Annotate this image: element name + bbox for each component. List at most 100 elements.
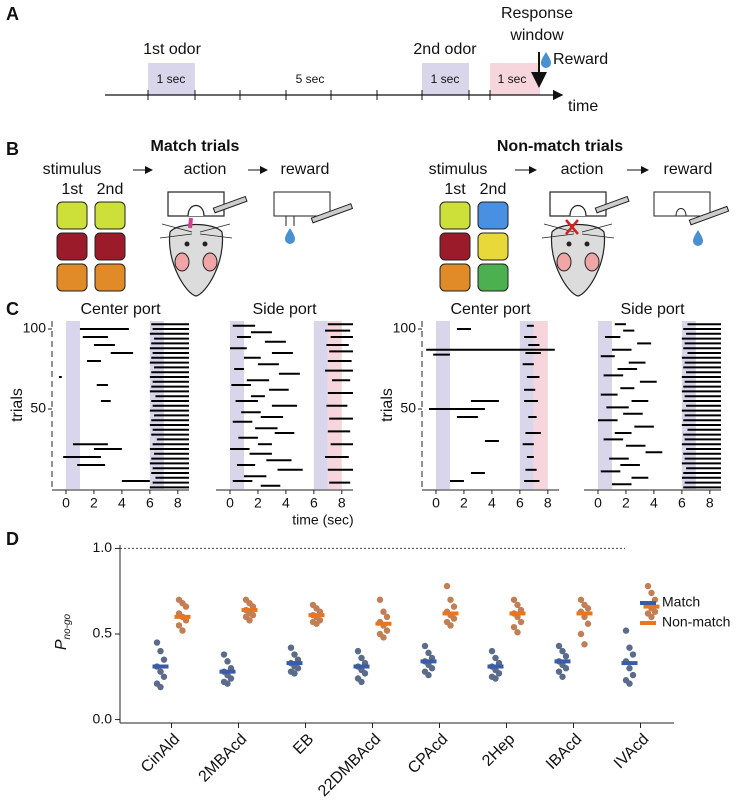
x-tick-label: 2MBAcd xyxy=(196,731,251,786)
data-point xyxy=(287,644,295,651)
raster-title: Center port xyxy=(450,301,531,318)
data-point xyxy=(555,668,563,675)
side-port xyxy=(310,203,354,224)
raster-title: Side port xyxy=(252,301,317,318)
data-point xyxy=(220,651,228,658)
data-point xyxy=(626,680,633,687)
data-point xyxy=(227,675,235,682)
x-tick-label: EB xyxy=(290,731,317,758)
data-point xyxy=(581,641,588,648)
data-point xyxy=(361,670,369,677)
stimulus-shading xyxy=(533,321,548,489)
step-label: reward xyxy=(664,161,713,178)
data-point xyxy=(358,654,365,662)
port xyxy=(285,216,295,226)
x-tick-label: CPAcd xyxy=(405,731,451,777)
data-point xyxy=(425,671,432,679)
data-point xyxy=(294,665,302,672)
x-tick-label: 2 xyxy=(622,495,630,511)
x-tick-label: CinAld xyxy=(138,731,183,776)
column-label: 2nd xyxy=(97,181,124,198)
x-tick-label: 8 xyxy=(338,495,346,511)
data-point xyxy=(488,647,496,655)
data-point xyxy=(157,668,164,675)
stimulus-shading xyxy=(229,321,244,489)
duration: 1 sec xyxy=(498,72,527,86)
trial-title: Match trials xyxy=(151,138,240,155)
data-point xyxy=(157,683,164,691)
x-tick-label: 2Hep xyxy=(479,731,518,770)
port xyxy=(675,208,687,217)
data-point xyxy=(514,629,521,636)
data-point xyxy=(495,670,503,677)
data-point xyxy=(358,678,365,686)
x-tick-label: 0 xyxy=(594,495,602,511)
data-point xyxy=(447,622,454,629)
water-drop xyxy=(693,230,703,246)
y-label-sub: no-go xyxy=(62,613,73,639)
data-point xyxy=(157,647,164,655)
data-point xyxy=(555,642,563,650)
y-axis-label: trials xyxy=(379,388,396,422)
data-point xyxy=(562,665,570,672)
panel-label: C xyxy=(6,299,19,319)
stimulus-shading xyxy=(313,321,328,489)
lick xyxy=(188,217,193,229)
y-tick-label: 50 xyxy=(400,400,416,416)
step-label: stimulus xyxy=(43,161,102,178)
raster-title: Side port xyxy=(620,301,685,318)
port xyxy=(653,191,711,217)
data-point xyxy=(224,658,231,665)
x-tick-label: 0 xyxy=(62,495,70,511)
data-point xyxy=(510,623,518,631)
x-tick-label: 2 xyxy=(254,495,262,511)
data-point xyxy=(249,611,257,619)
column-label: 2nd xyxy=(480,181,507,198)
step-label: stimulus xyxy=(429,161,488,178)
x-tick-label: 0 xyxy=(226,495,234,511)
legend-label: Non-match xyxy=(662,614,730,630)
data-point xyxy=(644,582,652,590)
x-tick-label: 22DMBAcd xyxy=(315,731,384,800)
x-tick-label: 8 xyxy=(174,495,182,511)
data-point xyxy=(443,582,451,590)
odor-box xyxy=(148,63,195,95)
y-tick-label: 1.0 xyxy=(93,539,113,555)
data-point xyxy=(428,665,436,672)
data-point xyxy=(153,639,161,646)
stimulus-shading xyxy=(65,321,80,489)
x-tick-label: IBAcd xyxy=(543,731,585,773)
data-point xyxy=(626,665,633,672)
odor-squares xyxy=(56,201,509,292)
data-point xyxy=(376,596,384,603)
y-tick-label: 100 xyxy=(393,320,417,336)
data-point xyxy=(651,608,659,615)
trial-title: Non-match trials xyxy=(497,138,623,155)
x-tick-label: 0 xyxy=(432,495,440,511)
data-point xyxy=(380,634,387,641)
panel-label: D xyxy=(6,529,19,549)
data-point xyxy=(577,596,585,603)
column-label: 1st xyxy=(61,181,83,198)
duration: 5 sec xyxy=(296,72,325,86)
odor-label: 2nd odor xyxy=(413,41,477,58)
reward-label: Reward xyxy=(553,51,608,68)
x-tick-label: 4 xyxy=(488,495,496,511)
time-ticks xyxy=(147,90,491,100)
data-point xyxy=(629,671,637,679)
data-point xyxy=(562,653,570,660)
data-point xyxy=(354,647,362,655)
x-tick-label: 2 xyxy=(460,495,468,511)
data-point xyxy=(179,627,186,634)
data-point xyxy=(584,605,592,612)
panel-label: B xyxy=(6,139,19,159)
data-point xyxy=(648,589,655,597)
port xyxy=(273,191,331,217)
data-point xyxy=(626,644,633,651)
step-label: action xyxy=(561,161,604,178)
step-label: reward xyxy=(281,161,330,178)
data-point xyxy=(421,642,429,650)
step-label: action xyxy=(184,161,227,178)
stimulus-shading xyxy=(435,321,450,489)
